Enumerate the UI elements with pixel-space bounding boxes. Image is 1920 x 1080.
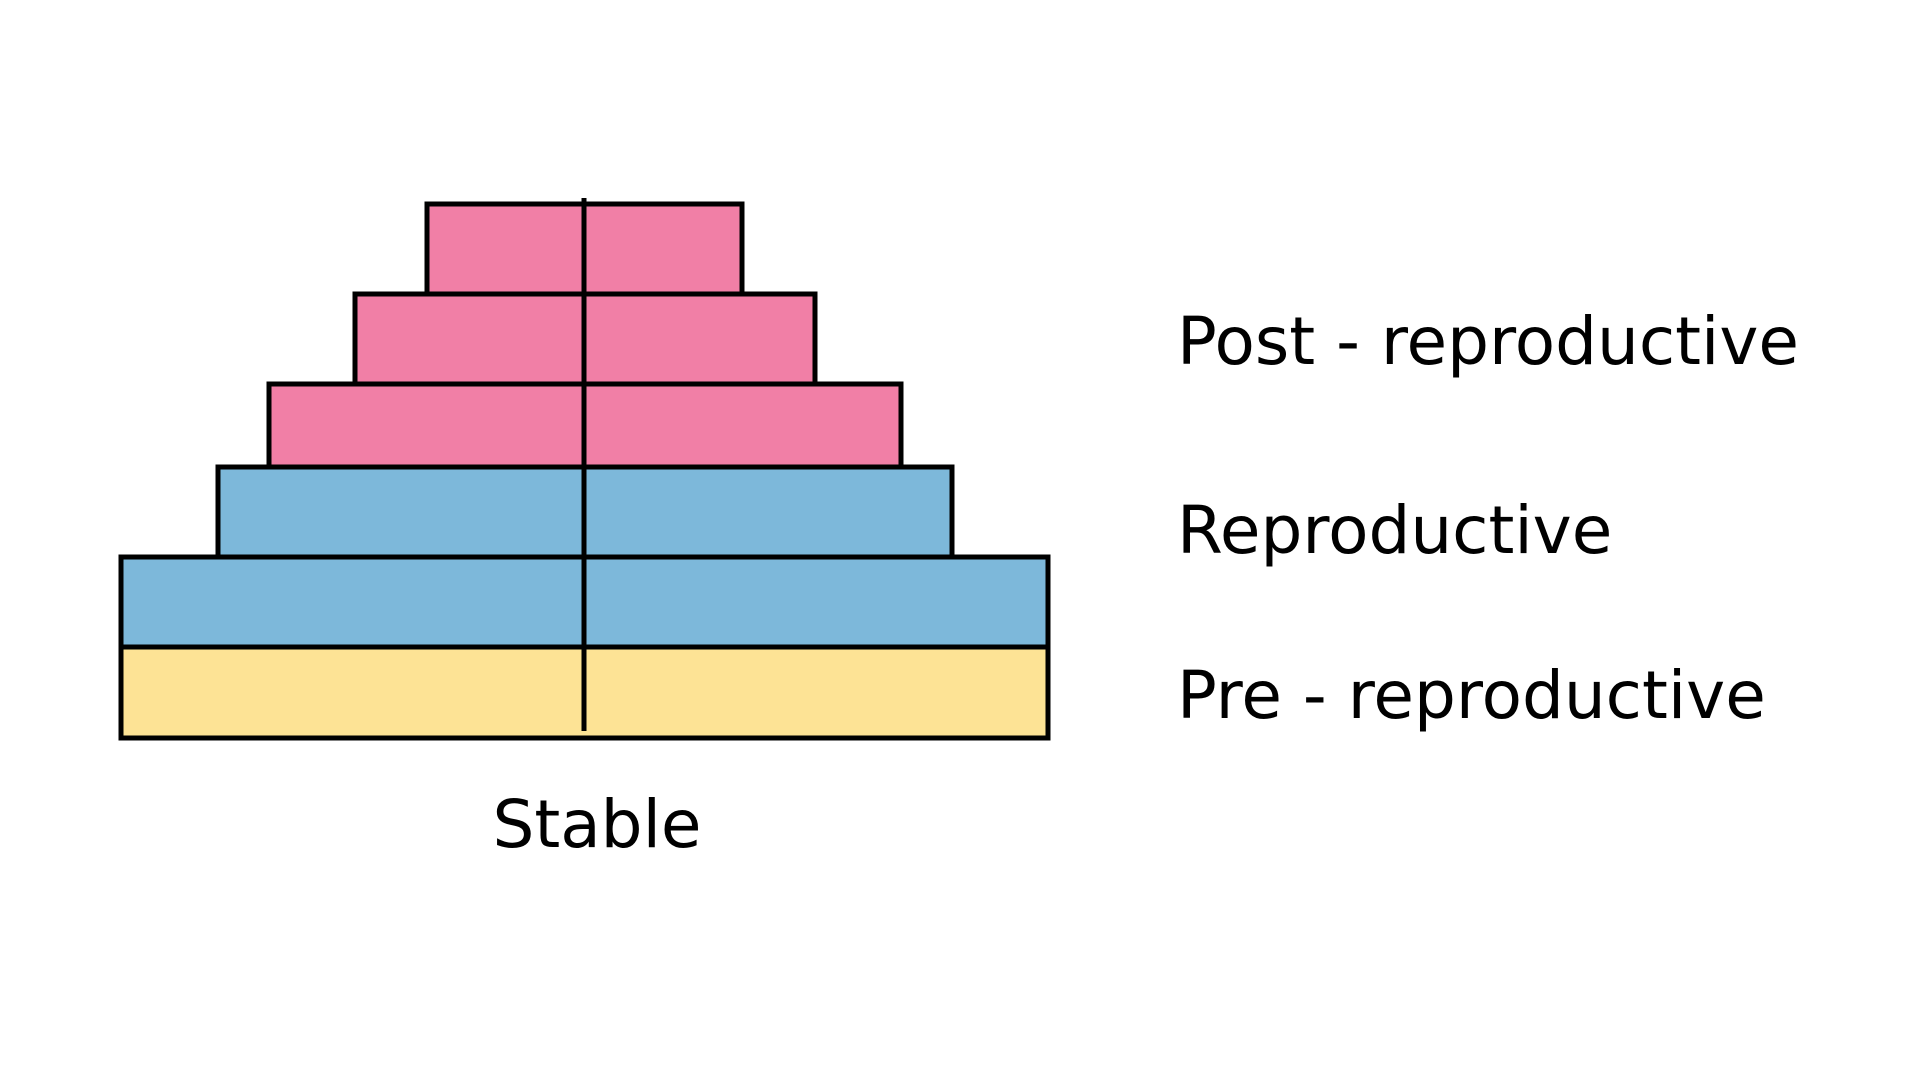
- label-post-reproductive: Post - reproductive: [1177, 303, 1799, 380]
- label-reproductive: Reproductive: [1177, 492, 1612, 569]
- pyramid-caption: Stable: [492, 786, 701, 863]
- label-pre-reproductive: Pre - reproductive: [1177, 657, 1766, 734]
